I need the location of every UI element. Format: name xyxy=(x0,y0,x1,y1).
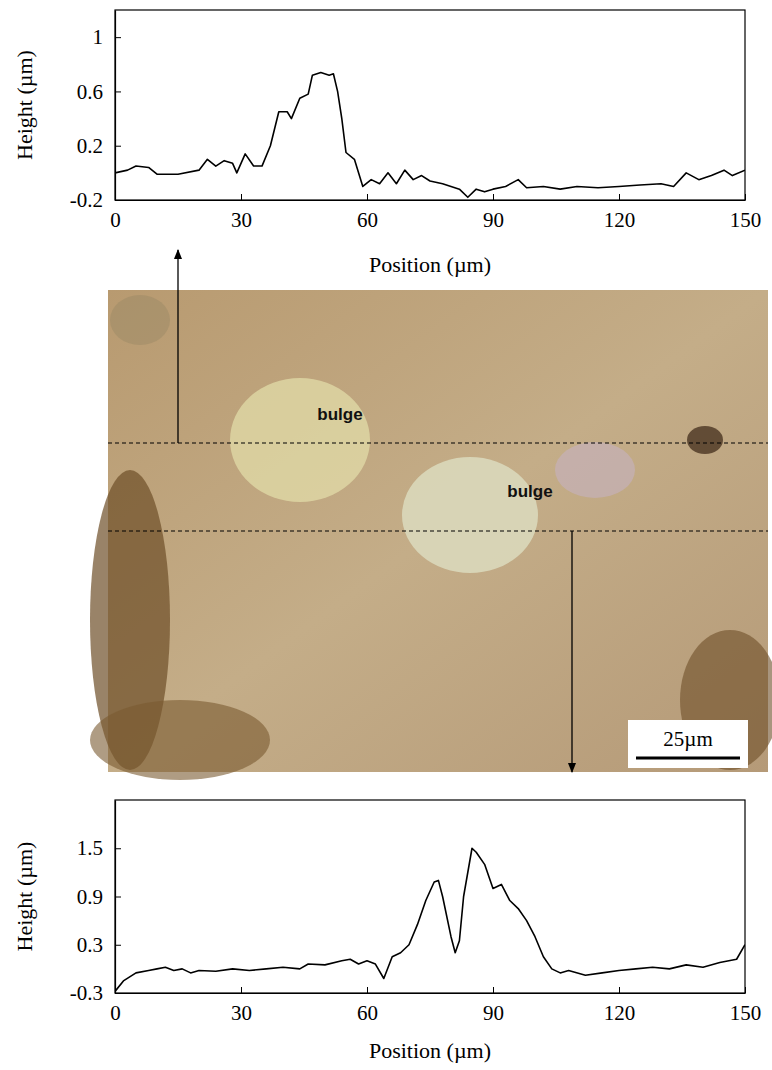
tick-label: 0.2 xyxy=(77,134,103,158)
tick-mark xyxy=(619,987,620,993)
y-axis: -0.2 0.2 0.6 1 xyxy=(70,11,121,213)
tick: 0.3 xyxy=(77,933,121,957)
tick: 60 xyxy=(357,987,378,1025)
tick: 0.2 xyxy=(77,134,121,158)
figure: bulge bulge 25µm 0 30 60 90 120 150 -0.2 0.2 0.6 1 Po… xyxy=(0,0,772,1070)
tick: -0.2 xyxy=(70,188,121,212)
tick-label: 90 xyxy=(483,1001,504,1025)
tick: 150 xyxy=(730,194,762,232)
tick: 30 xyxy=(231,987,252,1025)
texture xyxy=(90,700,270,780)
micrograph-background xyxy=(108,290,768,772)
height-profile xyxy=(115,72,745,197)
image-label: bulge xyxy=(507,482,552,501)
x-axis-title: Position (µm) xyxy=(369,252,491,277)
scale-bar-box xyxy=(628,720,748,768)
y-axis-title: Height (µm) xyxy=(12,50,37,160)
tick-mark xyxy=(115,37,121,38)
arrow xyxy=(571,531,572,772)
tick: 1.5 xyxy=(77,836,121,860)
profile-line xyxy=(108,442,768,443)
y-axis: -0.3 0.3 0.9 1.5 xyxy=(70,801,121,1006)
tick-mark xyxy=(745,987,746,993)
axis-line xyxy=(115,11,116,201)
tick-label: -0.2 xyxy=(70,188,103,212)
profile-chart: 0 30 60 90 120 150 -0.2 0.2 0.6 1 Position (µm) Hei… xyxy=(12,10,761,277)
tick-mark xyxy=(367,987,368,993)
tick-label: 150 xyxy=(730,208,762,232)
texture xyxy=(555,442,635,498)
micrograph xyxy=(90,290,772,780)
tick-mark xyxy=(115,848,121,849)
tick-mark xyxy=(115,200,121,201)
y-axis-title: Height (µm) xyxy=(12,842,37,952)
tick-mark xyxy=(241,987,242,993)
plot-area xyxy=(115,72,745,197)
tick-label: 1 xyxy=(93,25,104,49)
tick-label: 120 xyxy=(604,208,636,232)
tick-mark xyxy=(367,194,368,200)
tick-label: 0 xyxy=(110,1001,121,1025)
tick: 0.9 xyxy=(77,885,121,909)
tick-label: 1.5 xyxy=(77,836,103,860)
tick-label: 120 xyxy=(604,1001,636,1025)
texture xyxy=(687,426,723,454)
tick-mark xyxy=(493,987,494,993)
axis-line xyxy=(116,200,746,201)
tick-mark xyxy=(115,993,121,994)
texture xyxy=(110,295,170,345)
tick: -0.3 xyxy=(70,981,121,1005)
tick: 90 xyxy=(483,194,504,232)
tick-label: 0.9 xyxy=(77,885,103,909)
axis-line xyxy=(116,993,746,994)
tick-label: 30 xyxy=(231,208,252,232)
x-axis: 0 30 60 90 120 150 xyxy=(110,194,761,232)
tick-mark xyxy=(115,897,121,898)
tick: 1 xyxy=(93,25,122,49)
image-label: bulge xyxy=(317,405,362,424)
tick-label: 60 xyxy=(357,208,378,232)
tick-label: 90 xyxy=(483,208,504,232)
tick: 90 xyxy=(483,987,504,1025)
tick: 60 xyxy=(357,194,378,232)
height-profile xyxy=(115,848,745,991)
tick-mark xyxy=(115,91,121,92)
tick-mark xyxy=(241,194,242,200)
tick-mark xyxy=(115,146,121,147)
tick-label: 0 xyxy=(110,208,121,232)
texture xyxy=(230,378,370,502)
tick-label: 30 xyxy=(231,1001,252,1025)
tick-label: 150 xyxy=(730,1001,762,1025)
profile-line xyxy=(108,530,768,531)
tick: 120 xyxy=(604,194,636,232)
tick: 30 xyxy=(231,194,252,232)
plot-area xyxy=(115,848,745,991)
tick-mark xyxy=(493,194,494,200)
x-axis-title: Position (µm) xyxy=(369,1038,491,1063)
plot-frame xyxy=(115,10,745,200)
scale-bar-label: 25µm xyxy=(663,727,712,751)
plot-frame xyxy=(115,800,745,993)
texture xyxy=(402,457,538,573)
scale-bar xyxy=(636,757,740,760)
tick-label: 60 xyxy=(357,1001,378,1025)
tick-label: -0.3 xyxy=(70,981,103,1005)
tick: 120 xyxy=(604,987,636,1025)
tick: 150 xyxy=(730,987,762,1025)
tick-label: 0.6 xyxy=(77,80,103,104)
tick-label: 0.3 xyxy=(77,933,103,957)
tick-mark xyxy=(745,194,746,200)
tick-mark xyxy=(619,194,620,200)
tick-mark xyxy=(115,945,121,946)
arrow xyxy=(177,250,178,443)
tick: 0.6 xyxy=(77,80,121,104)
profile-chart: 0 30 60 90 120 150 -0.3 0.3 0.9 1.5 Position (µm) H… xyxy=(12,800,761,1063)
x-axis: 0 30 60 90 120 150 xyxy=(110,987,761,1025)
